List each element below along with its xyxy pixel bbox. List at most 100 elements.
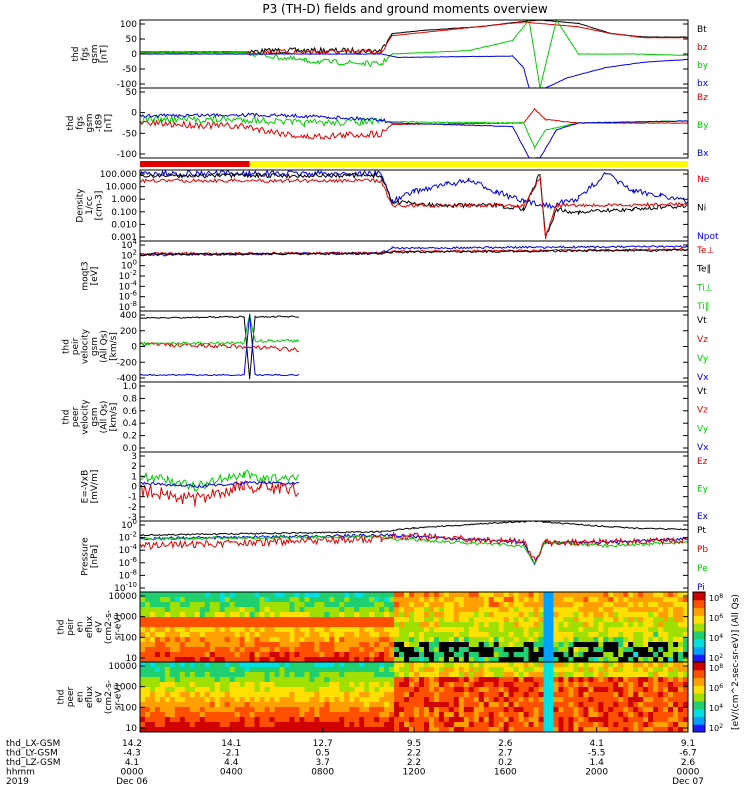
spectrogram-cell <box>558 652 564 658</box>
spectrogram-cell <box>194 617 201 623</box>
spectrogram-cell <box>563 662 569 668</box>
spectrogram-cell <box>508 717 515 723</box>
spectrogram-cell <box>244 702 250 708</box>
spectrogram-cell <box>658 697 664 703</box>
spectrogram-cell <box>169 607 176 613</box>
spectrogram-cell <box>224 677 231 683</box>
spectrogram-cell <box>468 697 475 703</box>
spectrogram-cell <box>638 677 644 683</box>
spectrogram-cell <box>289 652 295 658</box>
spectrogram-cell <box>488 612 495 618</box>
spectrogram-cell <box>588 722 594 728</box>
spectrogram-cell <box>673 707 679 713</box>
spectrogram-cell <box>668 647 674 653</box>
spectrogram-cell <box>374 672 380 678</box>
spectrogram-cell <box>364 672 370 678</box>
spectrogram-cell <box>284 612 290 618</box>
spectrogram-cell <box>229 642 236 648</box>
spectrogram-cell <box>608 627 614 633</box>
spectrogram-cell <box>663 662 669 668</box>
spectrogram-cell <box>618 697 624 703</box>
spectrogram-cell <box>533 592 539 598</box>
spectrogram-cell <box>518 597 524 603</box>
spectrogram-cell <box>473 712 480 718</box>
spectrogram-cell <box>603 592 609 598</box>
spectrogram-cell <box>229 637 236 643</box>
spectrogram-cell <box>284 722 290 728</box>
spectrogram-cell <box>149 692 156 698</box>
spectrogram-cell <box>658 617 664 623</box>
spectrogram-cell <box>259 697 265 703</box>
spectrogram-cell <box>229 652 236 658</box>
spectrogram-cell <box>563 597 569 603</box>
spectrogram-cell <box>169 597 176 603</box>
spectrogram-cell <box>533 637 539 643</box>
spectrogram-cell <box>543 722 549 728</box>
spectrogram-cell <box>653 717 659 723</box>
y-tick-label: 100 <box>120 703 137 713</box>
legend-Pb: Pb <box>697 545 708 555</box>
y-axis-label-line: (cm2-s- <box>104 610 114 644</box>
spectrogram-cell <box>528 682 534 688</box>
spectrogram-cell <box>623 662 629 668</box>
spectrogram-cell <box>638 712 644 718</box>
spectrogram-cell <box>329 682 335 688</box>
spectrogram-cell <box>528 632 534 638</box>
spectrogram-cell <box>404 662 410 668</box>
spectrogram-cell <box>224 617 231 623</box>
spectrogram-cell <box>214 727 221 733</box>
spectrogram-cell <box>643 722 649 728</box>
y-axis-label-line: thd <box>57 690 67 705</box>
spectrogram-cell <box>379 702 385 708</box>
spectrogram-cell <box>573 592 579 598</box>
spectrogram-cell <box>433 697 440 703</box>
spectrogram-cell <box>458 652 465 658</box>
spectrogram-cell <box>508 687 515 693</box>
spectrogram-cell <box>184 662 191 668</box>
spectrogram-cell <box>189 712 196 718</box>
spectrogram-cell <box>423 607 430 613</box>
spectrogram-cell <box>219 672 226 678</box>
spectrogram-cell <box>468 707 475 713</box>
spectrogram-cell <box>673 702 679 708</box>
spectrogram-cell <box>379 662 385 668</box>
spectrogram-cell <box>404 612 410 618</box>
spectrogram-cell <box>289 612 295 618</box>
spectrogram-cell <box>658 592 664 598</box>
spectrogram-cell <box>399 682 405 688</box>
spectrogram-cell <box>169 707 176 713</box>
spectrogram-cell <box>563 637 569 643</box>
spectrogram-cell <box>154 727 161 733</box>
spectrogram-cell <box>618 592 624 598</box>
spectrogram-cell <box>184 642 191 648</box>
spectrogram-cell <box>433 672 440 678</box>
y-tick-label: 200 <box>120 327 137 337</box>
spectrogram-cell <box>334 602 340 608</box>
spectrogram-cell <box>608 602 614 608</box>
spectrogram-cell <box>418 667 425 673</box>
spectrogram-cell <box>414 637 420 643</box>
spectrogram-cell <box>159 627 166 633</box>
spectrogram-cell <box>144 597 151 603</box>
spectrogram-cell <box>389 612 395 618</box>
spectrogram-cell <box>533 657 539 663</box>
spectrogram-cell <box>404 642 410 648</box>
spectrogram-cell <box>583 702 589 708</box>
spectrogram-cell <box>668 707 674 713</box>
spectrogram-cell <box>448 652 455 658</box>
spectrogram-cell <box>523 647 529 653</box>
spectrogram-cell <box>414 657 420 663</box>
spectrogram-cell <box>443 627 450 633</box>
spectrogram-cell <box>389 597 395 603</box>
x-row-value: 2000 <box>585 768 608 778</box>
spectrogram-cell <box>149 597 156 603</box>
spectrogram-cell <box>389 707 395 713</box>
spectrogram-cell <box>304 607 310 613</box>
spectrogram-cell <box>488 727 495 733</box>
spectrogram-cell <box>533 682 539 688</box>
spectrogram-cell <box>618 702 624 708</box>
spectrogram-cell <box>553 622 559 628</box>
spectrogram-cell <box>613 642 619 648</box>
spectrogram-cell <box>423 712 430 718</box>
spectrogram-cell <box>409 657 415 663</box>
